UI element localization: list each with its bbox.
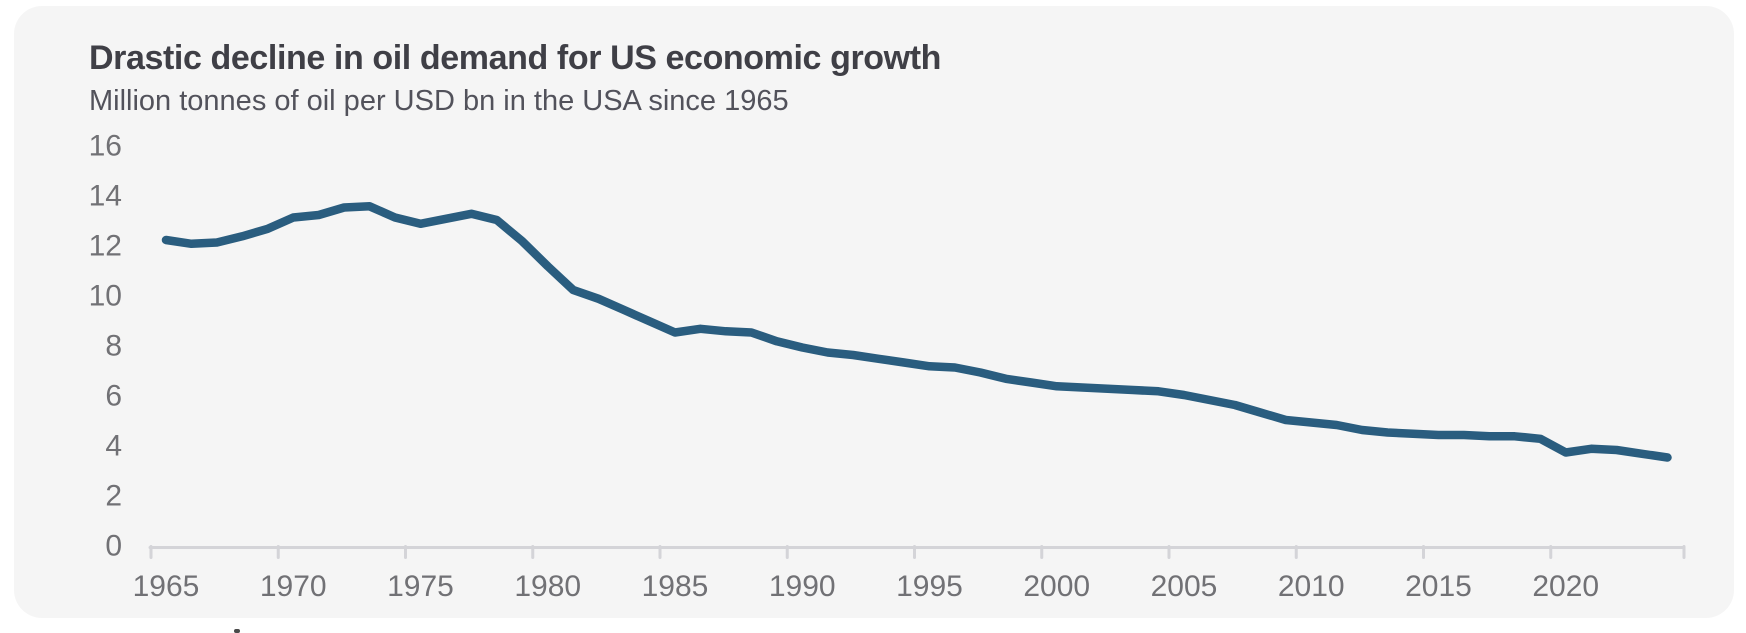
y-tick-label: 12 bbox=[89, 230, 122, 263]
y-tick-label: 14 bbox=[89, 180, 122, 213]
y-tick-label: 10 bbox=[89, 280, 122, 313]
x-tick-label: 1980 bbox=[514, 570, 581, 603]
x-tick-label: 2015 bbox=[1405, 570, 1472, 603]
x-tick-label: 1965 bbox=[133, 570, 200, 603]
y-axis-labels: 0 2 4 6 8 10 12 14 16 bbox=[89, 130, 122, 563]
y-tick-label: 4 bbox=[105, 430, 122, 463]
x-tick-label: 1970 bbox=[260, 570, 327, 603]
x-tick-label: 1975 bbox=[387, 570, 454, 603]
y-tick-label: 2 bbox=[105, 480, 122, 513]
x-tick-label: 2000 bbox=[1023, 570, 1090, 603]
x-tick-label: 1995 bbox=[896, 570, 963, 603]
x-tick-label: 2005 bbox=[1151, 570, 1218, 603]
x-tick-label: 2010 bbox=[1278, 570, 1345, 603]
x-axis-labels: 1965 1970 1975 1980 1985 1990 1995 2000 2005 2010… bbox=[133, 570, 1600, 603]
x-tick-label: 2020 bbox=[1532, 570, 1599, 603]
y-tick-label: 0 bbox=[105, 530, 122, 563]
clipped-content-tip bbox=[234, 629, 240, 633]
chart-title: Drastic decline in oil demand for US eco… bbox=[89, 39, 942, 77]
y-tick-label: 16 bbox=[89, 130, 122, 163]
y-tick-label: 8 bbox=[105, 330, 122, 363]
x-tick-label: 1990 bbox=[769, 570, 836, 603]
x-tick-label: 1985 bbox=[642, 570, 709, 603]
x-axis-ticks bbox=[149, 545, 1686, 559]
chart-subtitle: Million tonnes of oil per USD bn in the … bbox=[89, 85, 789, 117]
y-tick-label: 6 bbox=[105, 380, 122, 413]
oil-intensity-data-line bbox=[161, 202, 1672, 462]
chart-card: Drastic decline in oil demand for US eco… bbox=[14, 6, 1734, 618]
